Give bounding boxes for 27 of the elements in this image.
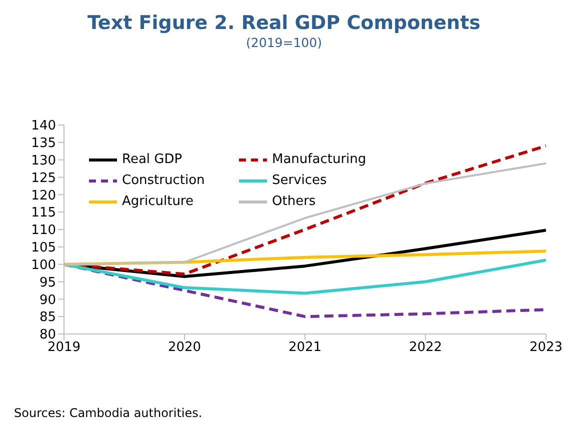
- y-tick-label: 130: [31, 153, 56, 168]
- legend-label: Manufacturing: [272, 152, 366, 167]
- y-tick-label: 85: [39, 310, 56, 326]
- y-tick-label: 95: [39, 275, 56, 290]
- legend-label: Real GDP: [122, 152, 182, 167]
- chart-subtitle: (2019=100): [245, 34, 323, 52]
- y-tick-label: 115: [31, 206, 56, 221]
- y-tick-label: 100: [31, 258, 56, 273]
- y-tick-label: 90: [39, 292, 56, 308]
- legend-label: Others: [272, 194, 316, 209]
- x-tick-label: 2022: [408, 340, 442, 356]
- y-tick-label: 110: [31, 223, 56, 238]
- chart-title: Text Figure 2. Real GDP Components: [86, 12, 482, 34]
- x-tick-label: 2023: [529, 340, 563, 356]
- legend-label: Services: [272, 173, 327, 188]
- y-tick-label: 105: [31, 240, 56, 256]
- x-tick-label: 2021: [288, 340, 322, 356]
- y-tick-label: 135: [31, 136, 56, 152]
- x-tick-label: 2020: [168, 340, 202, 356]
- line-series: [64, 258, 546, 295]
- y-tick-label: 125: [31, 170, 56, 186]
- legend-label: Agriculture: [122, 194, 194, 209]
- x-tick-label: 2019: [47, 340, 81, 356]
- y-tick-label: 120: [31, 188, 56, 204]
- legend-label: Construction: [122, 173, 205, 188]
- y-tick-label: 140: [31, 118, 56, 134]
- source-note: Sources: Cambodia authorities.: [14, 406, 202, 420]
